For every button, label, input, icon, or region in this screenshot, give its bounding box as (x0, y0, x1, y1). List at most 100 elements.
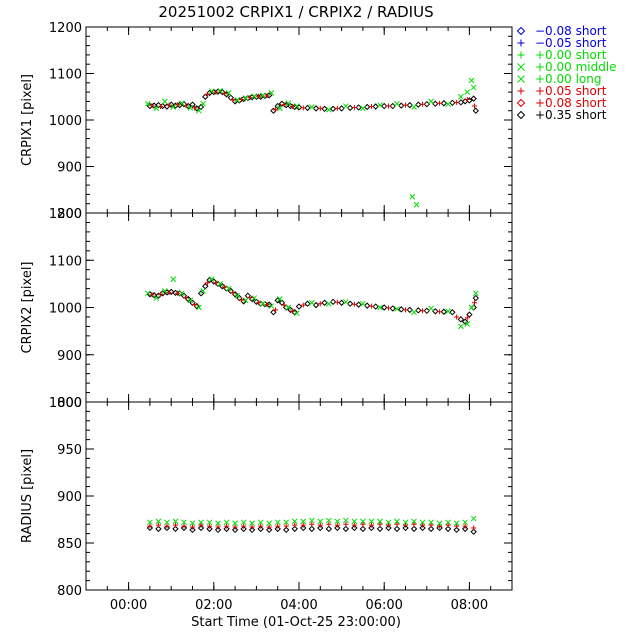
data-point-s1 (238, 97, 244, 103)
data-point-s0 (466, 311, 473, 318)
data-point-s2 (155, 518, 162, 525)
data-point-s0 (291, 525, 298, 533)
data-point-s0 (415, 307, 422, 314)
legend-marker (516, 110, 526, 120)
data-point-s0 (449, 309, 456, 316)
data-point-s2 (206, 519, 213, 526)
data-point-s1 (256, 300, 262, 306)
data-point-s2 (294, 310, 300, 317)
data-point-s1 (207, 523, 213, 529)
x-axis-title: Start Time (01-Oct-25 23:00:00) (191, 615, 401, 630)
data-point-s2 (164, 519, 170, 526)
data-point-s1 (249, 524, 255, 530)
data-point-s1 (204, 280, 210, 286)
data-point-s2 (294, 103, 300, 109)
y-tick-label: 1000 (49, 114, 82, 129)
data-point-s0 (274, 102, 281, 110)
y-axis-title: CRPIX1 [pixel] (20, 74, 35, 166)
data-point-s0 (453, 526, 460, 534)
data-point-s2 (402, 519, 409, 526)
data-point-s0 (376, 525, 384, 533)
data-point-s2 (343, 517, 349, 524)
data-point-s0 (440, 100, 448, 107)
data-point-s1 (403, 102, 408, 108)
data-point-s1 (464, 97, 470, 103)
data-point-s1 (190, 524, 195, 530)
data-point-s1 (241, 523, 247, 529)
data-point-s1 (445, 522, 451, 528)
data-point-s2 (196, 304, 202, 311)
data-point-s2 (419, 519, 426, 526)
data-point-s2 (225, 90, 232, 96)
data-point-s1 (204, 91, 210, 97)
data-point-s2 (445, 519, 451, 526)
data-point-s2 (411, 518, 417, 525)
panels-group: 800 900 1000 1100 1200 CRPIX1 [pixel] 800 900 10… (20, 21, 513, 599)
data-points (146, 515, 477, 535)
y-tick-label: 900 (57, 490, 82, 505)
data-point-s1 (317, 301, 323, 307)
data-point-s1 (300, 302, 306, 308)
data-point-s1 (411, 521, 417, 527)
data-point-s1 (385, 103, 391, 109)
data-point-s0 (346, 104, 354, 112)
data-point-s1 (403, 307, 408, 313)
data-point-s0 (432, 100, 439, 107)
data-point-s1 (472, 300, 478, 306)
legend-marker (517, 87, 525, 95)
data-point-s0 (427, 525, 435, 533)
data-point-s2 (300, 518, 307, 525)
data-point-s2 (249, 520, 255, 527)
data-point-s1 (258, 523, 264, 529)
data-point-s2 (291, 518, 298, 525)
legend: −0.08 short−0.05 short+0.00 short+0.00 m… (516, 24, 617, 122)
data-point-s2 (413, 201, 420, 208)
data-point-s2 (217, 281, 224, 287)
data-point-s1 (368, 303, 374, 309)
data-point-s0 (338, 105, 345, 112)
data-point-s0 (410, 525, 418, 533)
data-point-s2 (470, 515, 477, 522)
y-tick-label: 900 (57, 161, 82, 176)
data-point-s1 (351, 104, 357, 110)
data-point-s0 (257, 525, 264, 533)
data-point-s1 (175, 290, 181, 296)
data-point-s1 (275, 523, 281, 529)
data-point-s0 (359, 525, 367, 533)
y-tick-label: 1100 (49, 254, 82, 269)
data-point-s2 (343, 298, 349, 305)
data-point-s2 (394, 306, 400, 312)
data-point-s0 (231, 526, 239, 534)
legend-label: +0.08 short (535, 96, 607, 110)
data-point-s0 (223, 525, 230, 533)
data-point-s2 (458, 323, 464, 330)
data-point-s1 (149, 103, 155, 109)
data-point-s1 (155, 522, 161, 528)
data-point-s1 (149, 292, 155, 298)
data-point-s2 (196, 107, 202, 114)
data-point-s0 (304, 104, 311, 112)
data-point-s1 (343, 521, 349, 527)
data-point-s0 (380, 102, 388, 110)
data-point-s0 (325, 525, 333, 533)
legend-item: +0.00 short (517, 48, 607, 62)
data-point-s2 (268, 303, 275, 309)
data-point-s2 (464, 321, 471, 327)
data-point-s1 (266, 524, 272, 530)
data-point-s0 (338, 299, 345, 306)
x-tick-label: 06:00 (365, 598, 402, 613)
legend-marker (516, 98, 526, 108)
data-point-s2 (153, 295, 160, 301)
data-point-s1 (300, 105, 306, 111)
data-point-s2 (283, 519, 290, 526)
data-point-s1 (264, 93, 270, 99)
data-point-s0 (346, 300, 354, 307)
data-point-s2 (343, 103, 349, 109)
data-point-s0 (398, 102, 405, 109)
x-tick-label: 00:00 (110, 598, 147, 613)
data-point-s0 (163, 524, 171, 532)
data-point-s1 (377, 521, 383, 527)
data-point-s2 (144, 290, 151, 297)
data-point-s2 (334, 518, 341, 525)
data-point-s2 (308, 517, 315, 524)
